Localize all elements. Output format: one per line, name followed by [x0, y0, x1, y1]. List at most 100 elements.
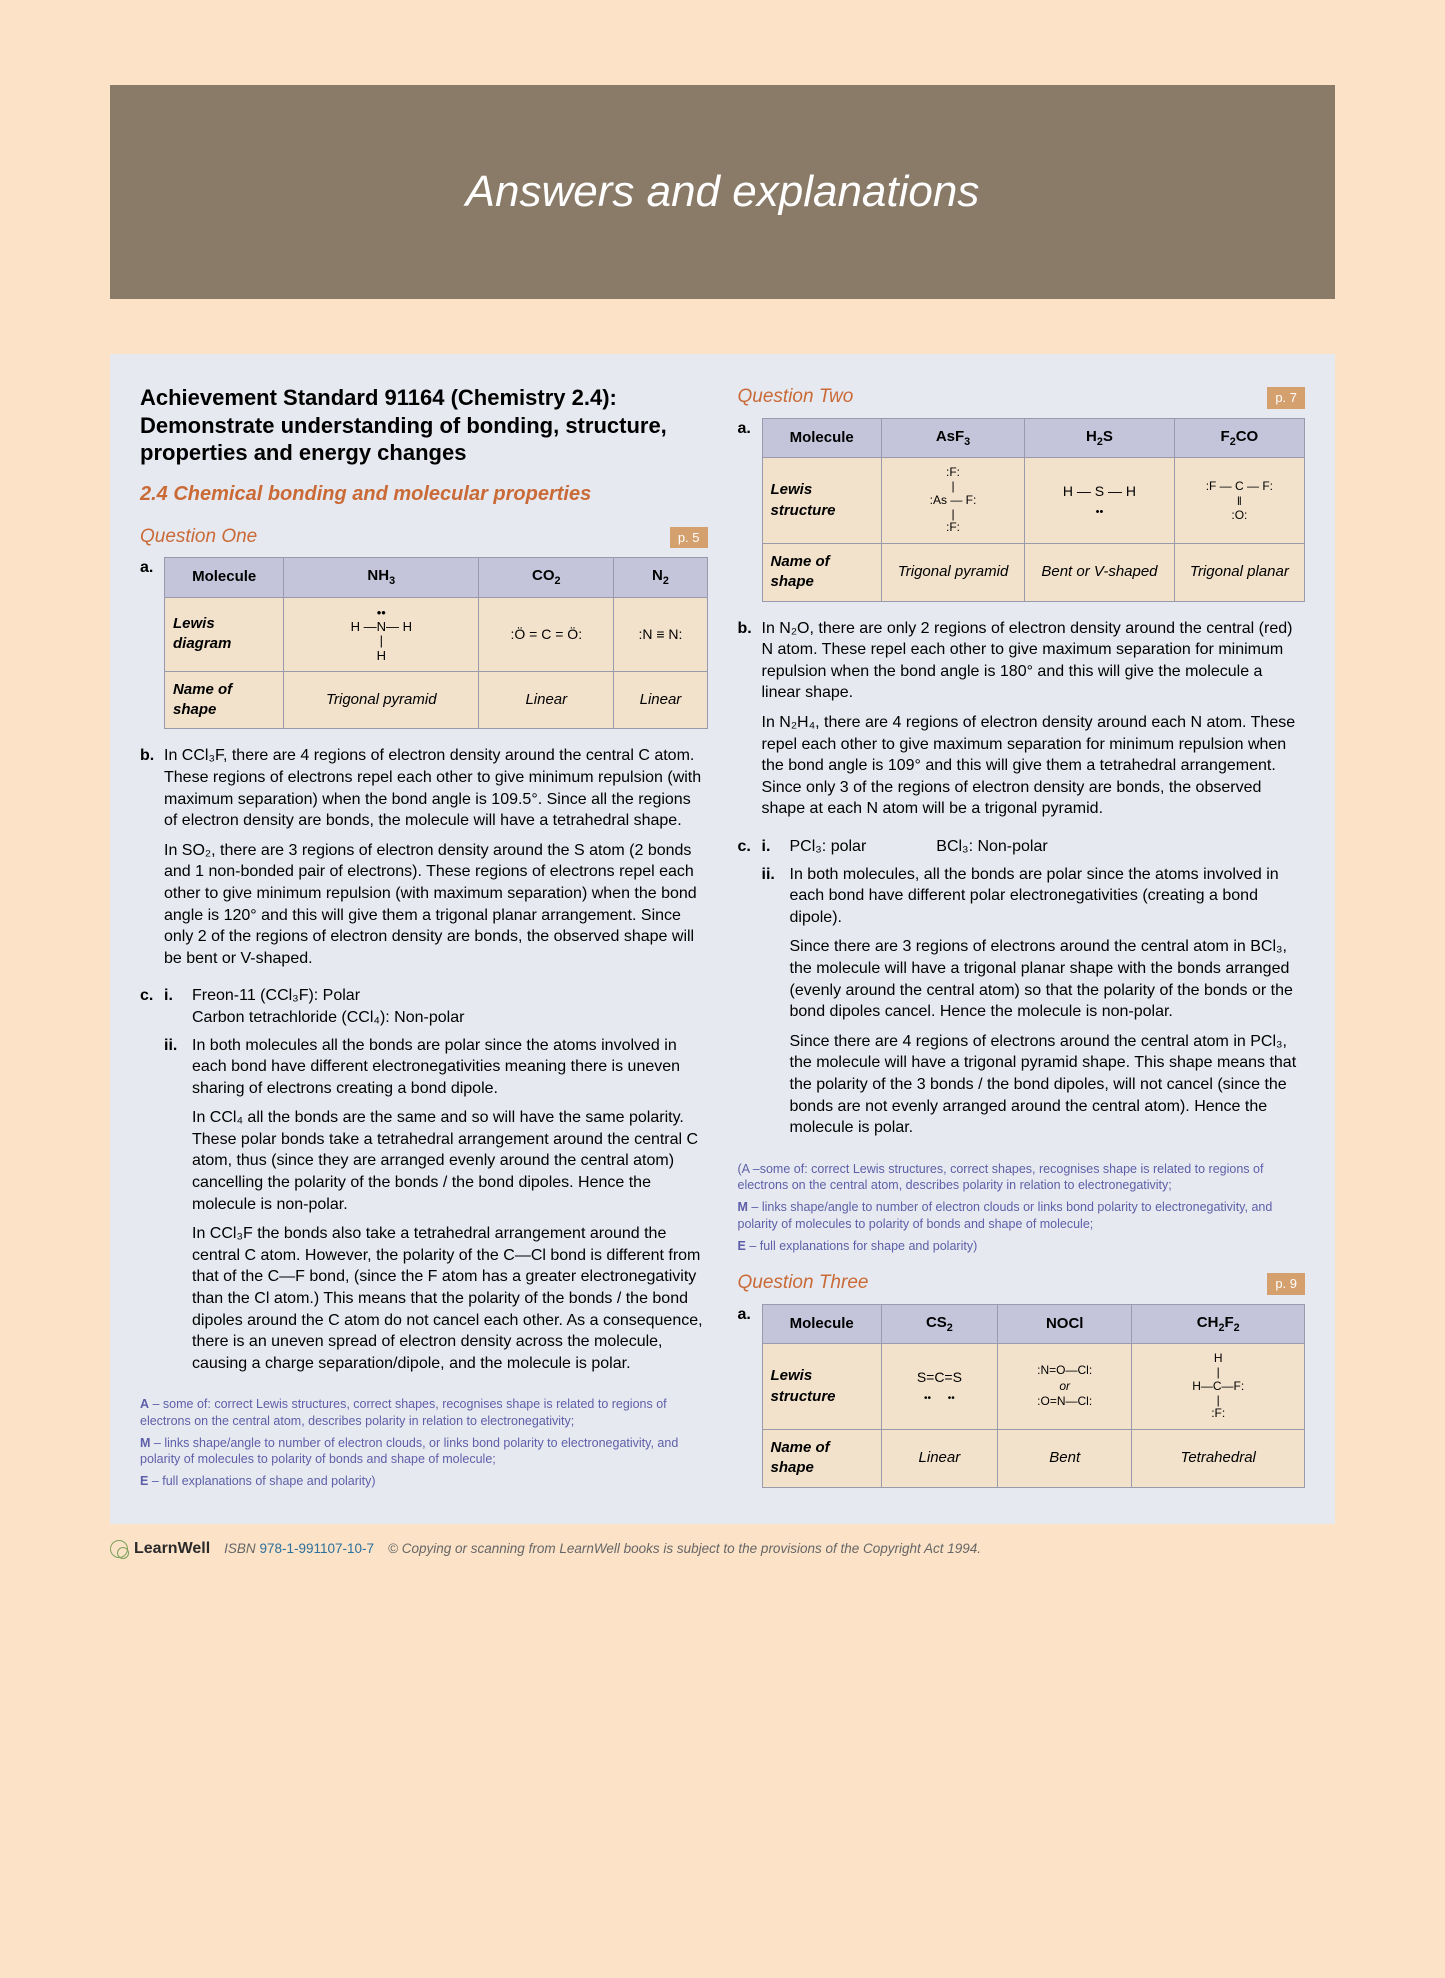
lewis-nh3: ••H —N— H|H — [284, 597, 479, 671]
q2-th-f2co: F2CO — [1174, 418, 1304, 458]
lewis-ch2f2: H|H—C—F:|:F: — [1132, 1344, 1305, 1430]
row-lewis-label: Lewis diagram — [165, 597, 284, 671]
q2-table: Molecule AsF3 H2S F2CO Lewis structure :… — [762, 418, 1306, 602]
q1-a: a. Molecule NH3 CO2 N2 Lewis diagram ••H — [140, 557, 708, 737]
q2-title-text: Question Two — [738, 384, 854, 410]
content-area: Achievement Standard 91164 (Chemistry 2.… — [110, 354, 1335, 1524]
lewis-cs2: S=C=S•• •• — [881, 1344, 997, 1430]
q2-c-ii-3: Since there are 4 regions of electrons a… — [790, 1031, 1306, 1139]
title-banner: Answers and explanations — [110, 85, 1335, 299]
page: Answers and explanations Achievement Sta… — [0, 0, 1445, 1978]
q2-page-ref: p. 7 — [1267, 387, 1305, 409]
q1-page-ref: p. 5 — [670, 527, 708, 549]
q2-b-p2: In N₂H₄, there are 4 regions of electron… — [762, 712, 1306, 820]
q1-c-ii-3: In CCl₃F the bonds also take a tetrahedr… — [192, 1223, 708, 1374]
q2-c-i-2: BCl₃: Non-polar — [936, 836, 1047, 858]
q2-note-e: E – full explanations for shape and pola… — [738, 1238, 1306, 1254]
q3-label-a: a. — [738, 1304, 762, 1496]
th-nh3: NH3 — [284, 558, 479, 598]
shape-cs2: Linear — [881, 1430, 997, 1488]
q2-th-molecule: Molecule — [762, 418, 881, 458]
isbn: ISBN 978-1-991107-10-7 — [224, 1541, 374, 1556]
q2-c: c. i. PCl₃: polar BCl₃: Non-polar ii. In… — [738, 836, 1306, 1153]
isbn-label: ISBN — [224, 1541, 256, 1556]
q1-b-p2: In SO₂, there are 3 regions of electron … — [164, 840, 708, 970]
q3-table: Molecule CS2 NOCl CH2F2 Lewis structure … — [762, 1304, 1306, 1488]
q1-title-text: Question One — [140, 524, 257, 550]
footer: LearnWell ISBN 978-1-991107-10-7 © Copyi… — [110, 1540, 1335, 1558]
q3-row-lewis: Lewis structure — [762, 1344, 881, 1430]
q3-th-ch2f2: CH2F2 — [1132, 1304, 1305, 1344]
th-co2: CO2 — [479, 558, 614, 598]
brand-text: LearnWell — [134, 1540, 210, 1558]
q2-th-h2s: H2S — [1025, 418, 1175, 458]
q1-c-ii-2: In CCl₄ all the bonds are the same and s… — [192, 1107, 708, 1215]
lewis-nocl: :N=O—Cl:or:O=N—Cl: — [997, 1344, 1132, 1430]
shape-f2co: Trigonal planar — [1174, 544, 1304, 602]
label-a: a. — [140, 557, 164, 737]
row-shape-label: Name of shape — [165, 671, 284, 729]
lewis-n2: :N ≡ N: — [614, 597, 707, 671]
q1-table: Molecule NH3 CO2 N2 Lewis diagram ••H —N… — [164, 557, 708, 729]
question-one-title: Question One p. 5 — [140, 524, 708, 550]
th-n2: N2 — [614, 558, 707, 598]
q2-a: a. Molecule AsF3 H2S F2CO Lewis structur… — [738, 418, 1306, 610]
q3-th-molecule: Molecule — [762, 1304, 881, 1344]
shape-asf3: Trigonal pyramid — [881, 544, 1024, 602]
q3-a: a. Molecule CS2 NOCl CH2F2 Lewis structu… — [738, 1304, 1306, 1496]
shape-nh3: Trigonal pyramid — [284, 671, 479, 729]
lewis-co2: :Ö = C = Ö: — [479, 597, 614, 671]
main-heading: Achievement Standard 91164 (Chemistry 2.… — [140, 384, 708, 467]
q1-note-e: E – full explanations of shape and polar… — [140, 1473, 708, 1489]
q3-th-nocl: NOCl — [997, 1304, 1132, 1344]
q2-c-i-1: PCl₃: polar — [790, 836, 867, 858]
shape-h2s: Bent or V-shaped — [1025, 544, 1175, 602]
q2-note-a: (A –some of: correct Lewis structures, c… — [738, 1161, 1306, 1194]
left-column: Achievement Standard 91164 (Chemistry 2.… — [140, 384, 708, 1504]
q1-c-i-2: Carbon tetrachloride (CCl₄): Non-polar — [192, 1007, 708, 1029]
q1-c-i-1: Freon-11 (CCl₃F): Polar — [192, 985, 708, 1007]
q2-c-ii-2: Since there are 3 regions of electrons a… — [790, 936, 1306, 1022]
q2-b-p1: In N₂O, there are only 2 regions of elec… — [762, 618, 1306, 704]
q1-b: b. In CCl₃F, there are 4 regions of elec… — [140, 745, 708, 977]
isbn-value: 978-1-991107-10-7 — [259, 1541, 374, 1556]
q2-c-ii-1: In both molecules, all the bonds are pol… — [790, 864, 1306, 929]
q1-note-a: A – some of: correct Lewis structures, c… — [140, 1396, 708, 1429]
q1-c-ii-1: In both molecules all the bonds are pola… — [192, 1035, 708, 1100]
q3-row-shape: Name of shape — [762, 1430, 881, 1488]
copyright-text: © Copying or scanning from LearnWell boo… — [388, 1541, 981, 1556]
q1-note-m: M – links shape/angle to number of elect… — [140, 1435, 708, 1468]
q2-label-b: b. — [738, 618, 762, 828]
shape-nocl: Bent — [997, 1430, 1132, 1488]
shape-ch2f2: Tetrahedral — [1132, 1430, 1305, 1488]
brand-icon — [110, 1540, 128, 1558]
q2-row-lewis: Lewis structure — [762, 458, 881, 544]
q2-label-a: a. — [738, 418, 762, 610]
brand-logo: LearnWell — [110, 1540, 210, 1558]
q1-c: c. i. Freon-11 (CCl₃F): Polar Carbon tet… — [140, 985, 708, 1388]
q2-note-m: M – links shape/angle to number of elect… — [738, 1199, 1306, 1232]
shape-co2: Linear — [479, 671, 614, 729]
q2-th-asf3: AsF3 — [881, 418, 1024, 458]
q2-row-shape: Name of shape — [762, 544, 881, 602]
q3-th-cs2: CS2 — [881, 1304, 997, 1344]
label-b: b. — [140, 745, 164, 977]
label-i: i. — [164, 985, 192, 1028]
lewis-h2s: H — S — H•• — [1025, 458, 1175, 544]
q3-title-text: Question Three — [738, 1270, 869, 1296]
q2-label-ii: ii. — [762, 864, 790, 1147]
label-ii: ii. — [164, 1035, 192, 1383]
shape-n2: Linear — [614, 671, 707, 729]
question-two-title: Question Two p. 7 — [738, 384, 1306, 410]
lewis-f2co: :F — C — F:‖:O: — [1174, 458, 1304, 544]
th-molecule: Molecule — [165, 558, 284, 598]
q2-label-i: i. — [762, 836, 790, 858]
q3-page-ref: p. 9 — [1267, 1273, 1305, 1295]
q2-b: b. In N₂O, there are only 2 regions of e… — [738, 618, 1306, 828]
q1-b-p1: In CCl₃F, there are 4 regions of electro… — [164, 745, 708, 831]
q2-label-c: c. — [738, 836, 762, 1153]
label-c: c. — [140, 985, 164, 1388]
section-heading: 2.4 Chemical bonding and molecular prope… — [140, 481, 708, 508]
lewis-asf3: :F:|:As — F:|:F: — [881, 458, 1024, 544]
right-column: Question Two p. 7 a. Molecule AsF3 H2S F… — [738, 384, 1306, 1504]
